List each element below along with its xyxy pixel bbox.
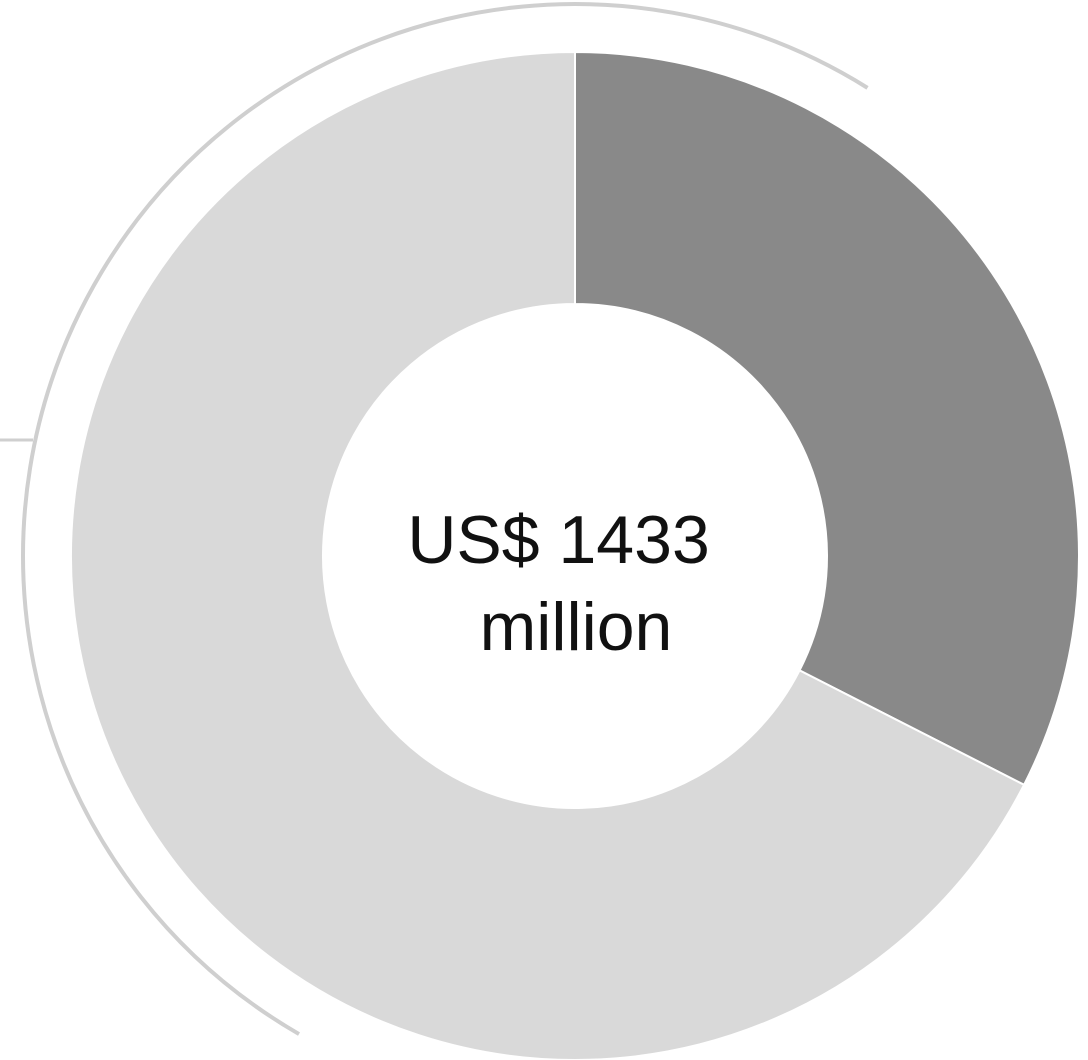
- donut-slice-2: [70, 50, 1026, 1060]
- donut-slices: [70, 50, 1081, 1060]
- donut-slice-1: [574, 50, 1081, 787]
- outer-bracket-arc: [21, 2, 869, 1036]
- center-label-line-1: US$ 1433: [407, 502, 709, 578]
- center-label: US$ 1433 million: [407, 502, 728, 665]
- center-label-line-2: million: [480, 589, 673, 665]
